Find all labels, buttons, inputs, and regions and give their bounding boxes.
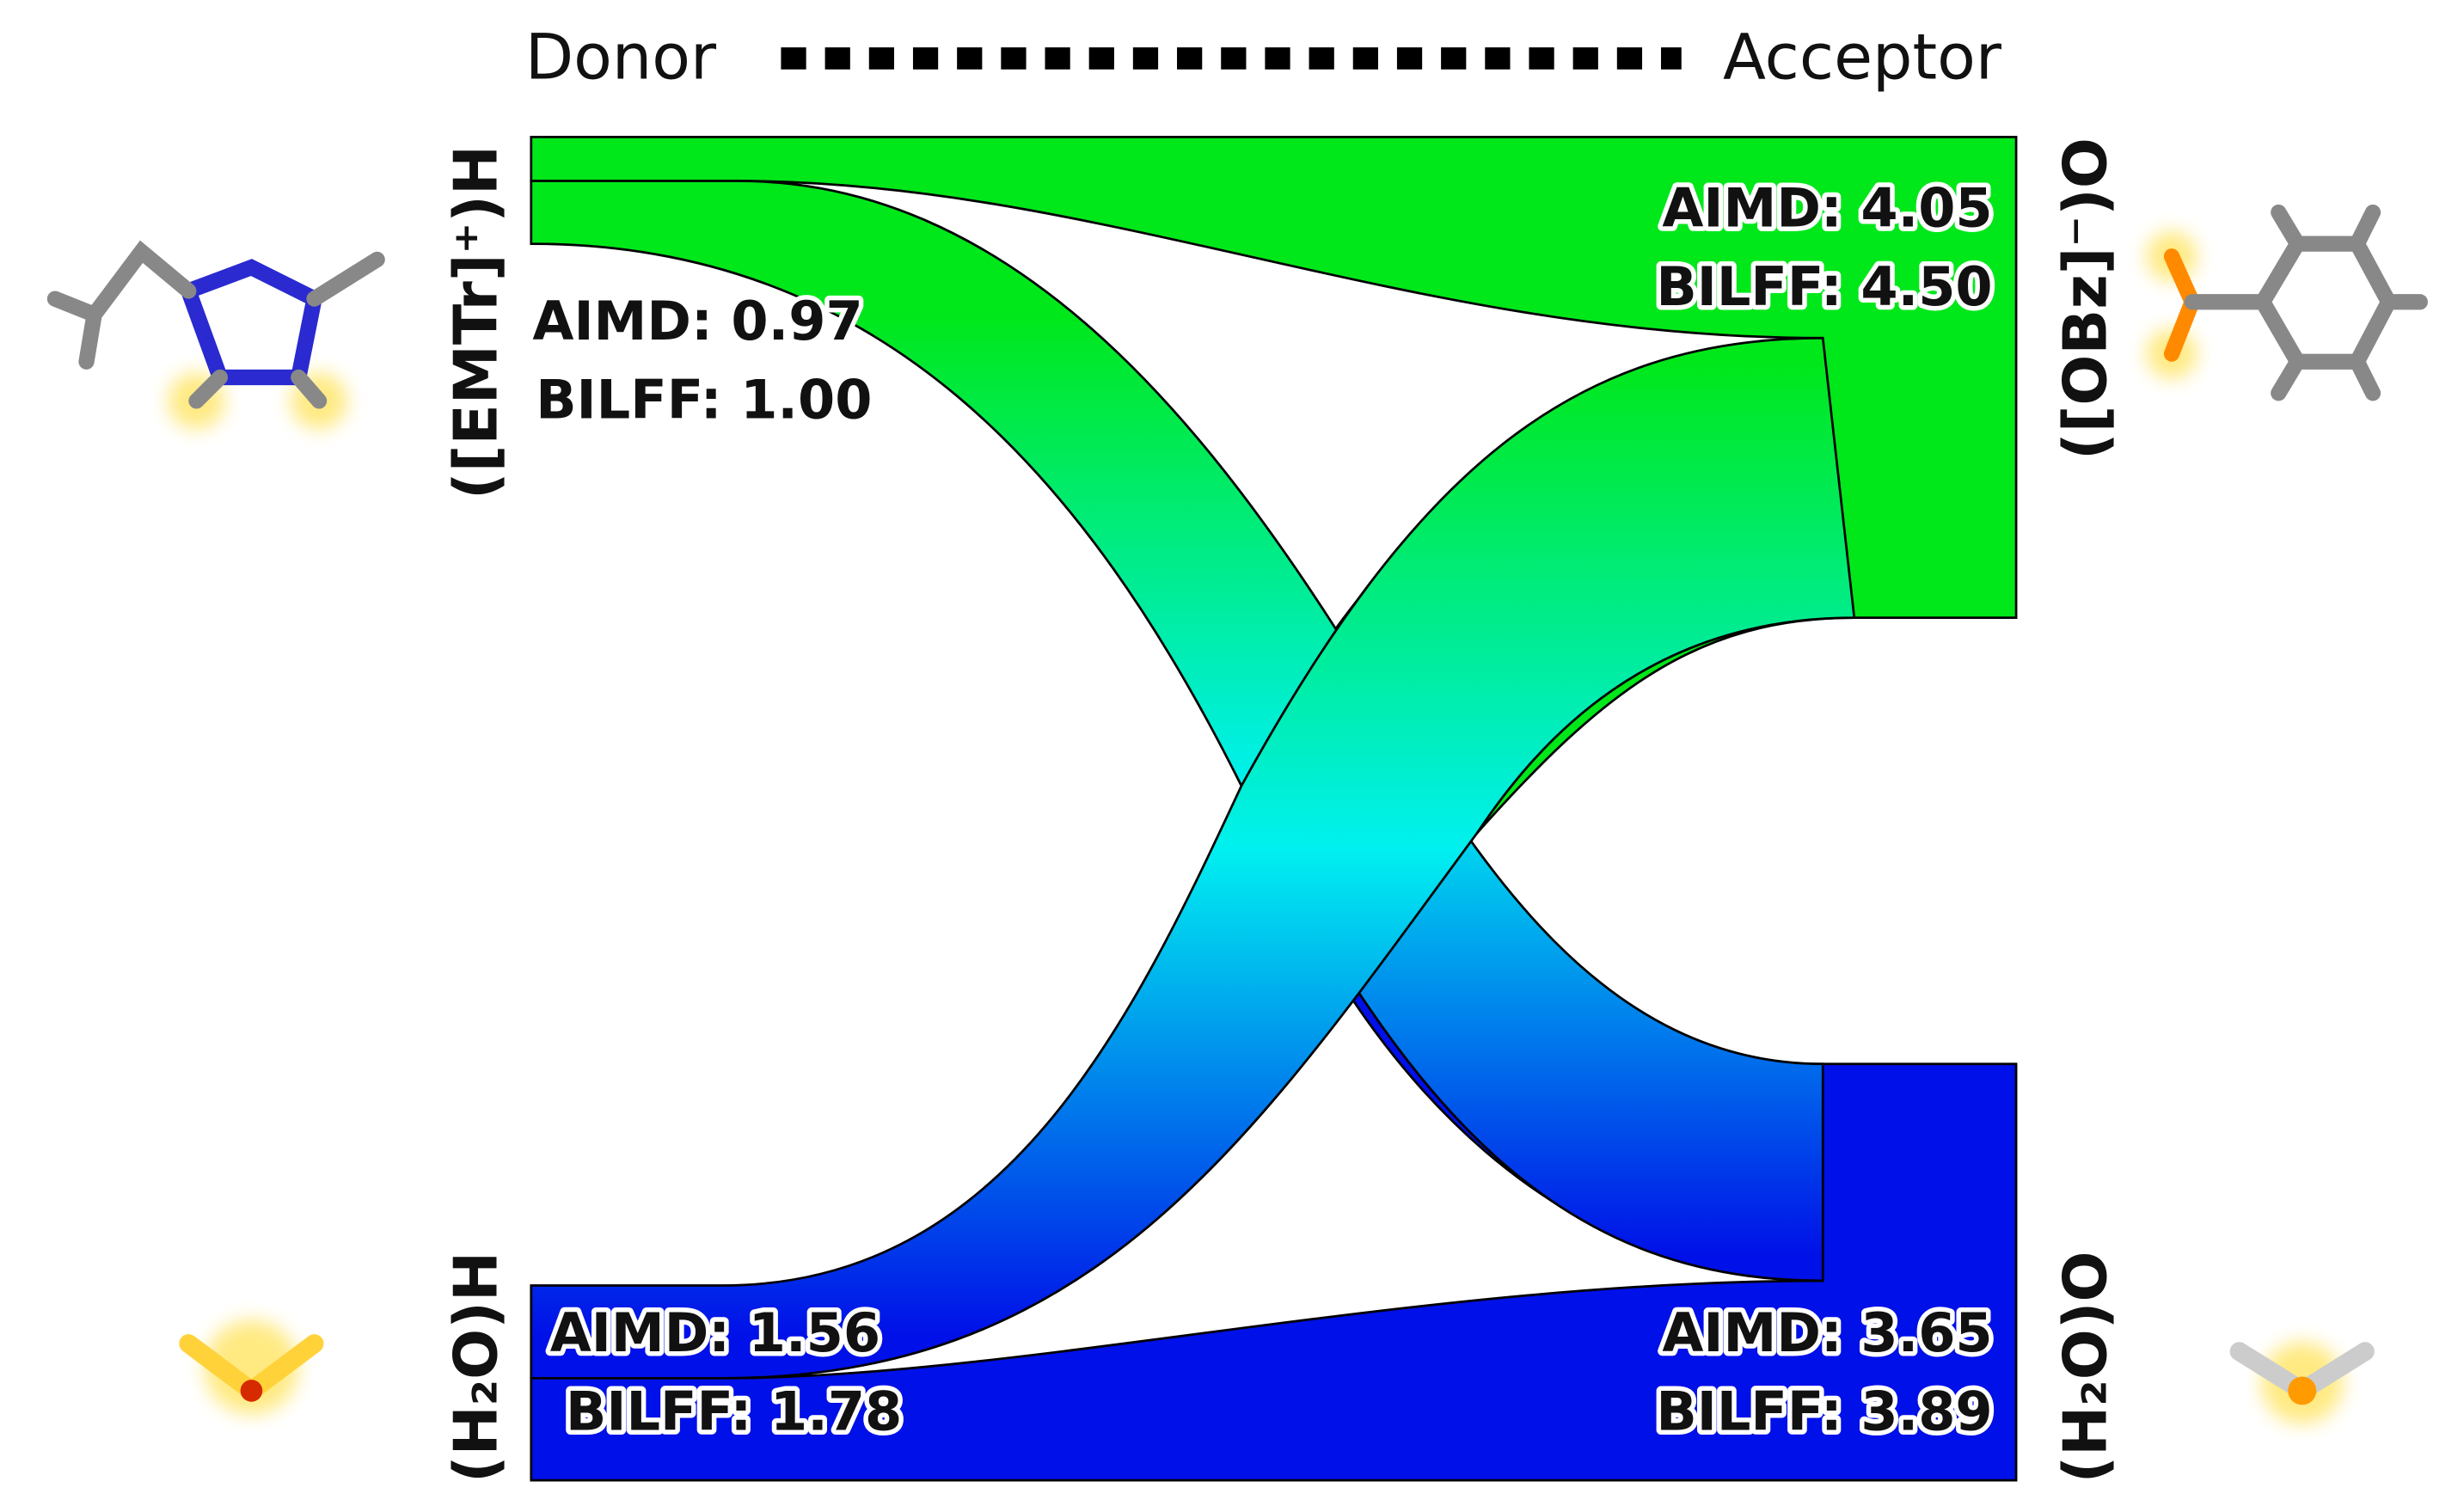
flow-emtr-h2o (530, 180, 1824, 1282)
water-molecule (2229, 1342, 2375, 1424)
node-label: ([OBz]⁻)O (2051, 138, 2120, 460)
bilff-value: BILFF: 1.00 (536, 369, 872, 432)
donor-header: Donor (525, 21, 717, 95)
aimd-value: AIMD: 4.05 (1662, 177, 1992, 240)
acceptor-header: Acceptor (1723, 21, 2002, 95)
aimd-value: AIMD: 0.97 (532, 290, 862, 352)
node-label: (H₂O)O (2051, 1251, 2120, 1483)
bilff-value: BILFF: 3.89 (1656, 1380, 1992, 1443)
bilff-value: BILFF: 4.50 (1656, 255, 1992, 318)
node-label: (H₂O)H (443, 1252, 512, 1483)
aimd-value: AIMD: 1.56 (550, 1301, 880, 1364)
aimd-value: AIMD: 3.65 (1662, 1301, 1992, 1364)
bilff-value: BILFF: 1.78 (566, 1380, 902, 1443)
water-molecule (179, 1319, 324, 1415)
flow-h2o-obz (530, 336, 1856, 1380)
node-label: ([EMTr]⁺)H (443, 145, 512, 499)
emtr-molecule (46, 240, 385, 430)
obz-molecule (2146, 204, 2428, 401)
